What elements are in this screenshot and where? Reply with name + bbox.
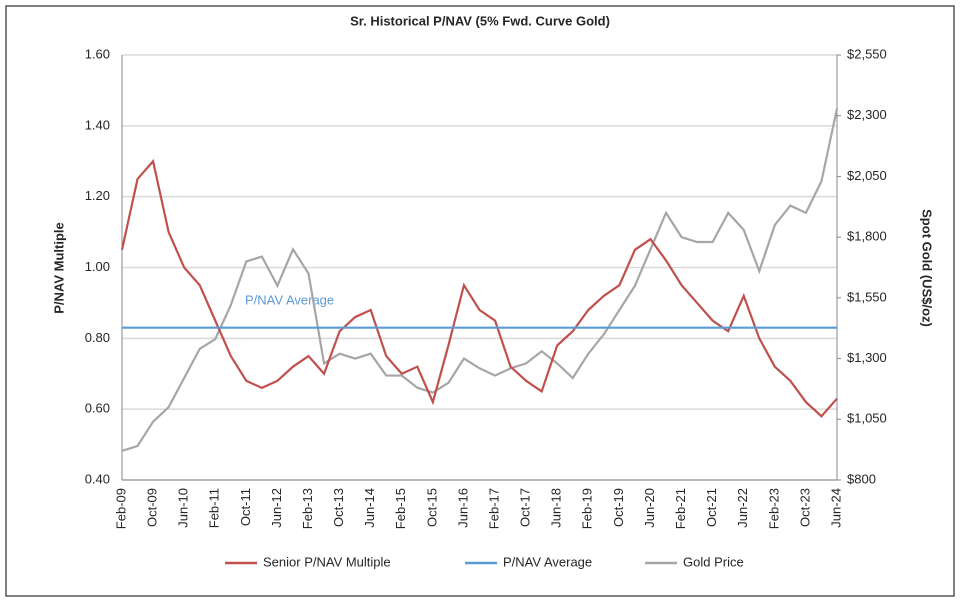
y2-tick-label: $1,550 bbox=[847, 289, 887, 304]
x-tick-label: Jun-20 bbox=[642, 488, 657, 528]
x-tick-label: Oct-13 bbox=[331, 488, 346, 527]
x-tick-label: Oct-19 bbox=[611, 488, 626, 527]
x-tick-label: Jun-10 bbox=[176, 488, 191, 528]
x-tick-label: Jun-16 bbox=[455, 488, 470, 528]
y2-tick-label: $2,300 bbox=[847, 107, 887, 122]
annotation: P/NAV Average bbox=[245, 292, 334, 307]
x-tick-label: Oct-21 bbox=[704, 488, 719, 527]
x-tick-label: Oct-23 bbox=[797, 488, 812, 527]
x-tick-label: Jun-24 bbox=[828, 488, 843, 528]
y-tick-label: 1.20 bbox=[85, 188, 110, 203]
y-axis-label: P/NAV Multiple bbox=[51, 222, 66, 313]
legend-label: P/NAV Average bbox=[503, 554, 592, 569]
x-tick-label: Oct-11 bbox=[238, 488, 253, 526]
y2-axis-label: Spot Gold (US$/oz) bbox=[920, 209, 935, 327]
y2-tick-label: $2,550 bbox=[847, 46, 887, 61]
x-tick-label: Oct-15 bbox=[424, 488, 439, 527]
x-tick-label: Feb-15 bbox=[393, 488, 408, 529]
y2-tick-label: $1,300 bbox=[847, 350, 887, 365]
x-tick-label: Oct-09 bbox=[145, 488, 160, 527]
x-tick-label: Oct-17 bbox=[518, 488, 533, 527]
x-tick-label: Jun-14 bbox=[362, 488, 377, 528]
legend-label: Gold Price bbox=[683, 554, 744, 569]
x-tick-label: Feb-21 bbox=[673, 488, 688, 529]
y-tick-label: 0.80 bbox=[85, 330, 110, 345]
y2-tick-label: $1,050 bbox=[847, 411, 887, 426]
x-tick-label: Jun-18 bbox=[549, 488, 564, 528]
x-tick-label: Feb-19 bbox=[580, 488, 595, 529]
y2-tick-label: $2,050 bbox=[847, 168, 887, 183]
x-tick-label: Feb-13 bbox=[300, 488, 315, 529]
chart-title: Sr. Historical P/NAV (5% Fwd. Curve Gold… bbox=[350, 13, 610, 28]
series-line bbox=[121, 108, 839, 452]
x-tick-label: Feb-11 bbox=[207, 488, 222, 528]
legend-label: Senior P/NAV Multiple bbox=[263, 554, 391, 569]
y-tick-label: 0.40 bbox=[85, 471, 110, 486]
frame bbox=[5, 5, 955, 597]
y2-tick-label: $1,800 bbox=[847, 229, 887, 244]
series-line bbox=[120, 158, 838, 418]
x-tick-label: Feb-23 bbox=[766, 488, 781, 529]
x-tick-label: Feb-17 bbox=[486, 488, 501, 529]
x-tick-label: Feb-09 bbox=[113, 488, 128, 529]
y-tick-label: 1.00 bbox=[85, 259, 110, 274]
y2-tick-label: $800 bbox=[847, 471, 876, 486]
y-tick-label: 0.60 bbox=[85, 401, 110, 416]
y-tick-label: 1.40 bbox=[85, 117, 110, 132]
x-tick-label: Jun-12 bbox=[269, 488, 284, 528]
y-tick-label: 1.60 bbox=[85, 46, 110, 61]
x-tick-label: Jun-22 bbox=[735, 488, 750, 528]
